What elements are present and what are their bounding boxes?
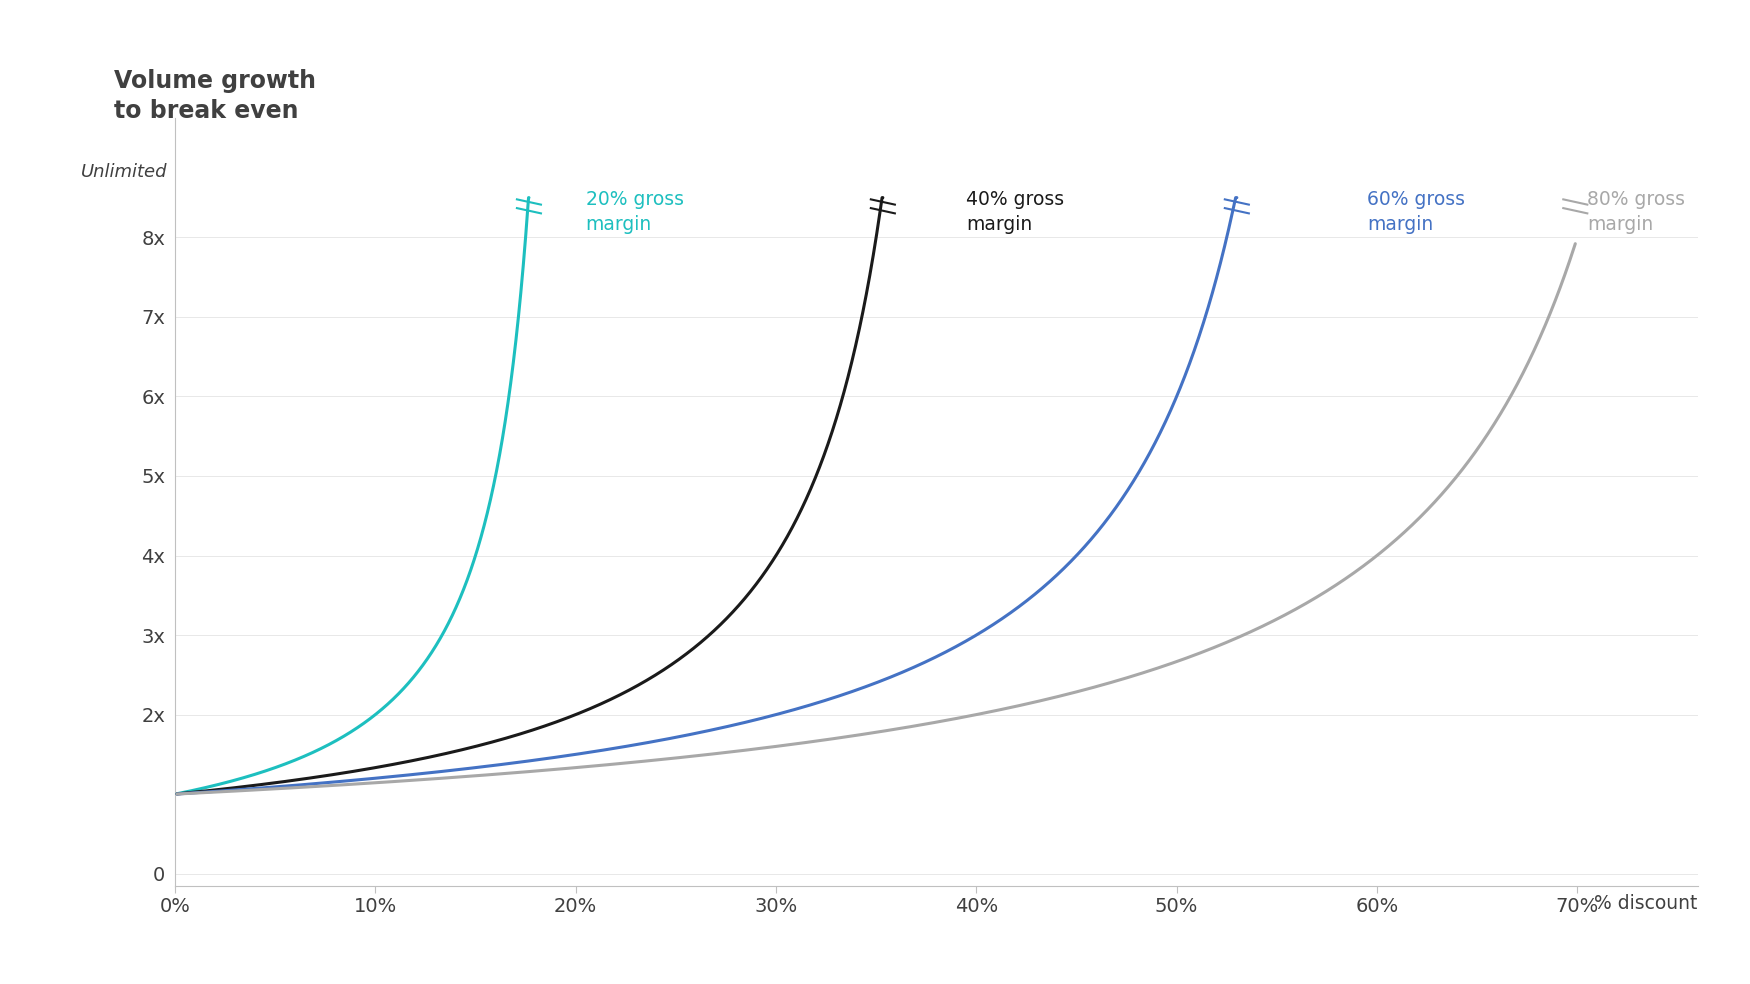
Text: Volume growth
to break even: Volume growth to break even [114, 69, 315, 123]
Text: 80% gross
margin: 80% gross margin [1587, 190, 1685, 233]
Text: 20% gross
margin: 20% gross margin [586, 190, 684, 233]
Text: Unlimited: Unlimited [80, 163, 168, 181]
Text: 60% gross
margin: 60% gross margin [1367, 190, 1465, 233]
Text: 40% gross
margin: 40% gross margin [966, 190, 1064, 233]
Text: % discount: % discount [1594, 893, 1698, 912]
